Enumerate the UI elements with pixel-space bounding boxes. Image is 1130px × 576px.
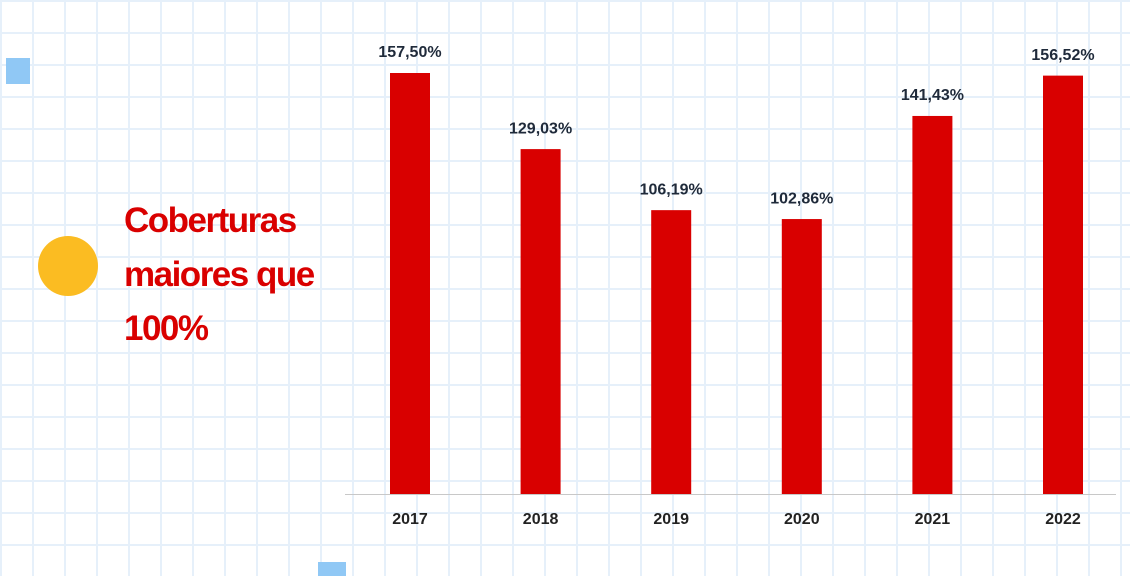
bar: [390, 73, 430, 494]
bar: [781, 219, 822, 494]
x-tick-label: 2022: [1045, 511, 1081, 528]
value-label: 106,19%: [640, 181, 703, 198]
bar: [1043, 75, 1083, 494]
decor-square: [6, 58, 30, 84]
value-label: 102,86%: [770, 190, 833, 207]
chart-title: Coberturas maiores que 100%: [124, 201, 315, 348]
x-tick-label: 2019: [653, 511, 689, 528]
x-tick-label: 2021: [915, 511, 951, 528]
value-label: 129,03%: [509, 120, 572, 137]
value-label: 157,50%: [378, 44, 441, 61]
value-label: 141,43%: [901, 87, 964, 104]
bar: [651, 210, 692, 494]
bar: [520, 149, 561, 494]
x-tick-label: 2017: [392, 511, 428, 528]
x-tick-label: 2018: [523, 511, 559, 528]
decor-square: [318, 562, 346, 576]
x-tick-label: 2020: [784, 511, 820, 528]
value-label: 156,52%: [1031, 47, 1094, 64]
bar: [912, 115, 953, 494]
decor-circle: [38, 236, 98, 296]
